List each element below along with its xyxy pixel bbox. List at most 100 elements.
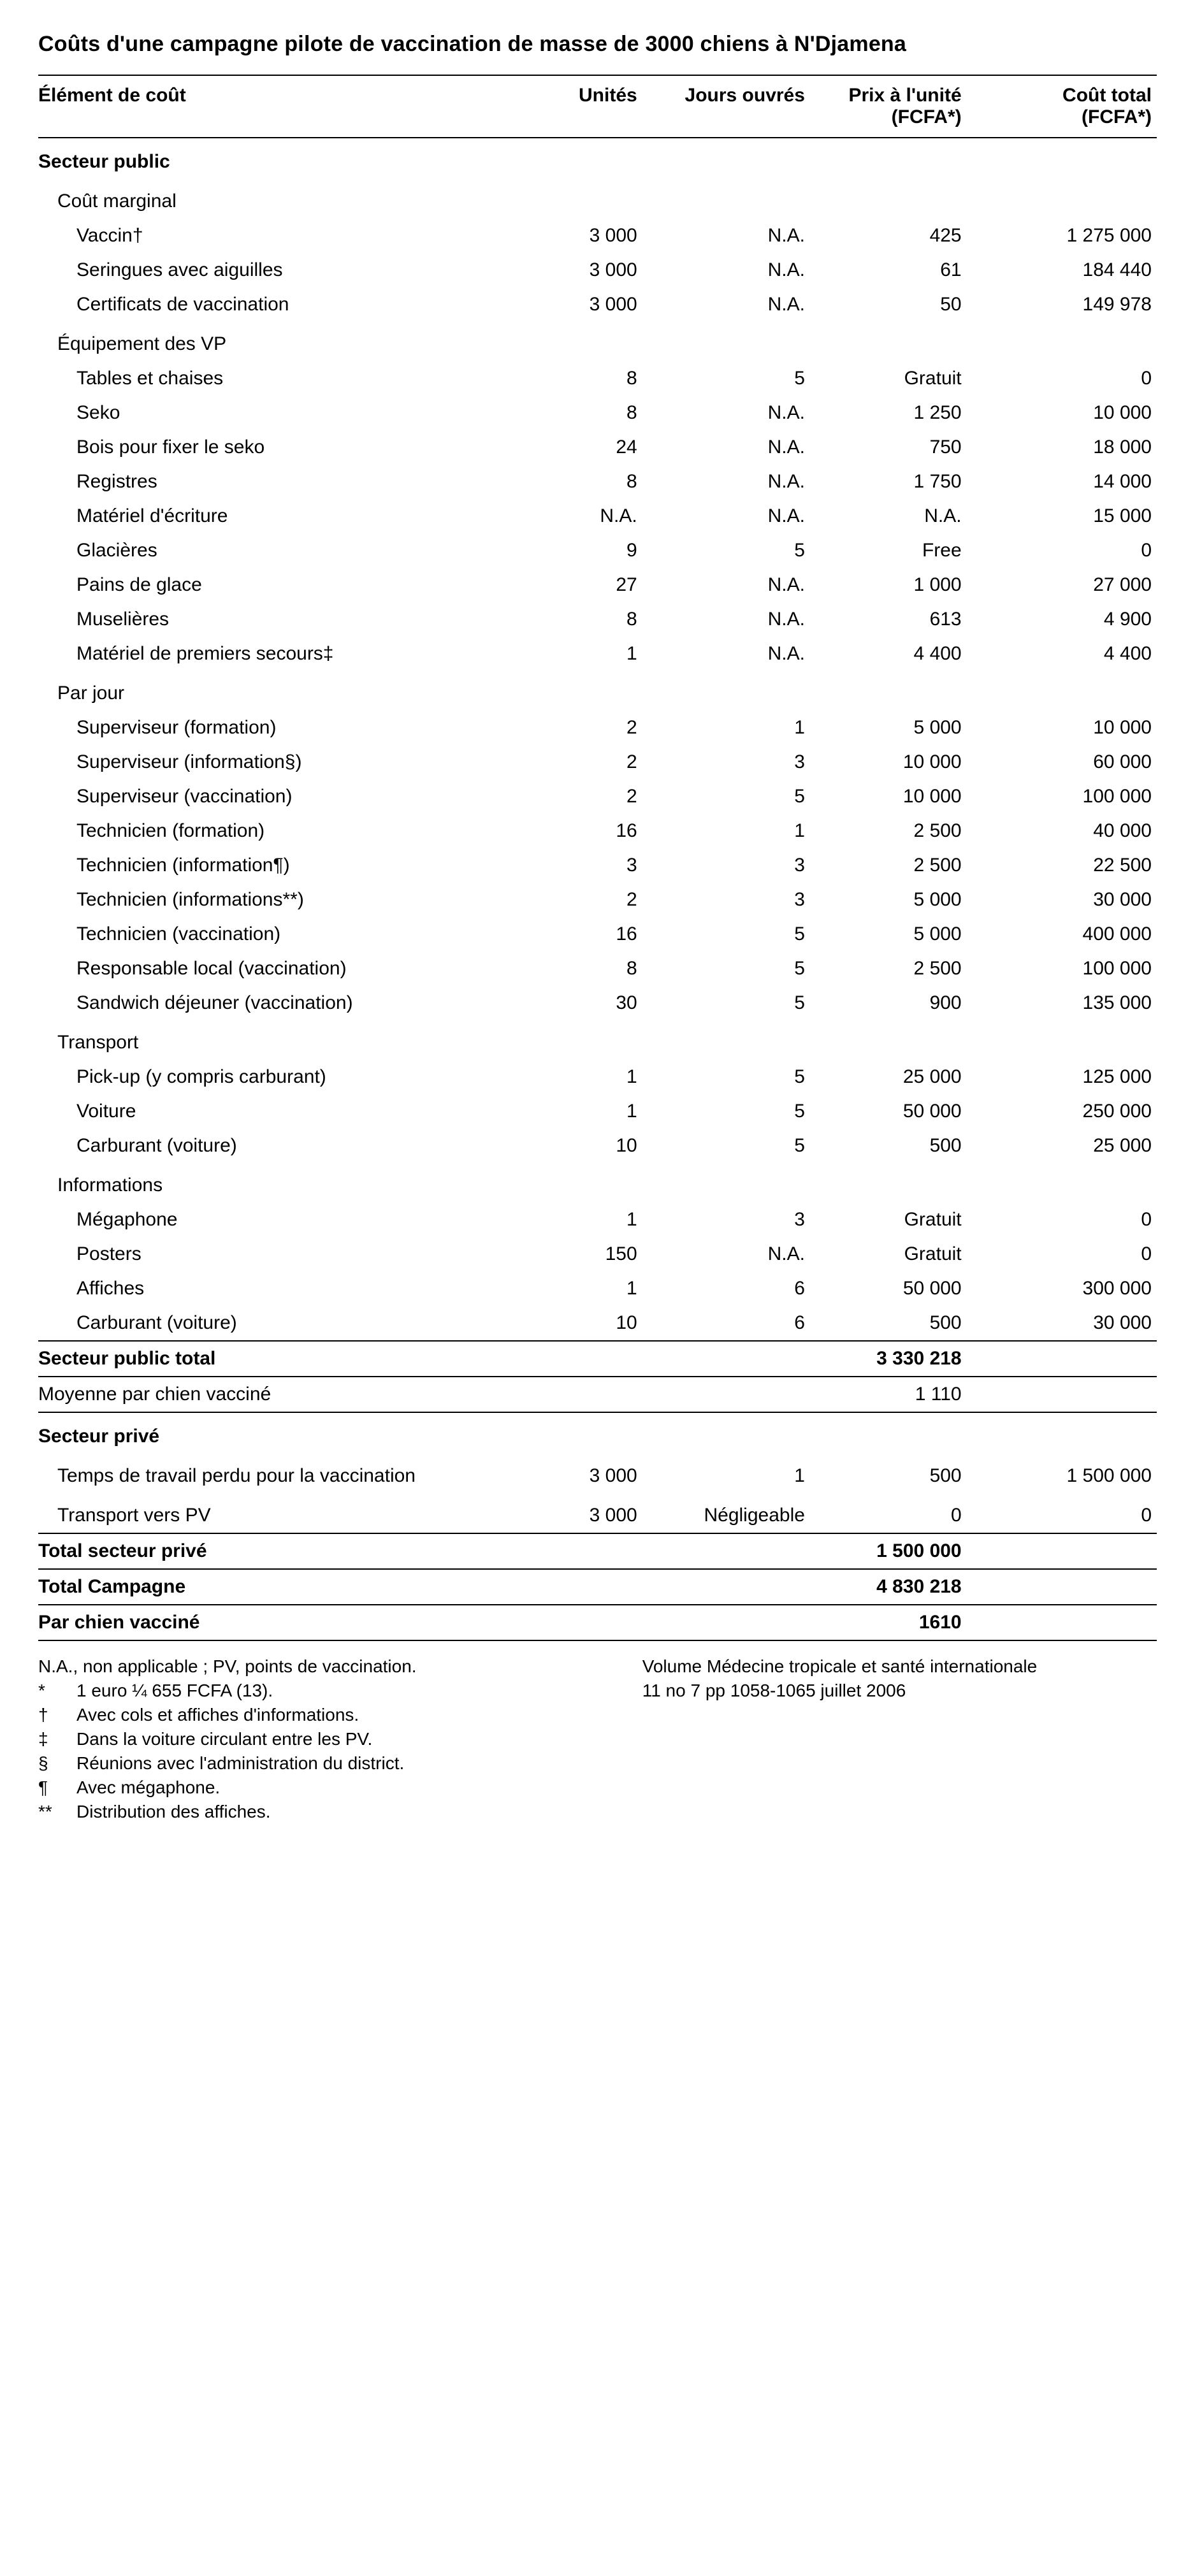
total-price: 1610	[810, 1605, 967, 1640]
item-price: Free	[810, 533, 967, 568]
item-units: 2	[508, 883, 642, 917]
footnote-text: Réunions avec l'administration du distri…	[76, 1753, 404, 1774]
item-label: Technicien (formation)	[38, 814, 508, 848]
item-units: 3 000	[508, 1493, 642, 1533]
item-days: N.A.	[642, 602, 810, 637]
footnote-symbol: §	[38, 1753, 76, 1774]
table-row: Superviseur (vaccination)2510 000100 000	[38, 779, 1157, 814]
table-title: Coûts d'une campagne pilote de vaccinati…	[38, 32, 1157, 57]
total-total	[967, 1377, 1157, 1412]
item-units: 1	[508, 1203, 642, 1237]
table-row: Informations	[38, 1163, 1157, 1203]
item-total: 30 000	[967, 883, 1157, 917]
item-total: 0	[967, 361, 1157, 396]
table-row: Secteur public total3 330 218	[38, 1341, 1157, 1377]
item-total: 22 500	[967, 848, 1157, 883]
table-row: Matériel d'écritureN.A.N.A.N.A.15 000	[38, 499, 1157, 533]
item-units: 1	[508, 1060, 642, 1094]
footnotes: N.A., non applicable ; PV, points de vac…	[38, 1656, 1157, 1826]
item-units: 1	[508, 1271, 642, 1306]
item-units: 16	[508, 917, 642, 952]
item-total: 0	[967, 533, 1157, 568]
item-label: Technicien (vaccination)	[38, 917, 508, 952]
footnote-line: *1 euro ¼ 655 FCFA (13).	[38, 1681, 604, 1701]
table-row: Superviseur (information§)2310 00060 000	[38, 745, 1157, 779]
footnote-line: §Réunions avec l'administration du distr…	[38, 1753, 604, 1774]
item-price: Gratuit	[810, 1237, 967, 1271]
item-units: 3 000	[508, 219, 642, 253]
item-price: 425	[810, 219, 967, 253]
header-row: Élément de coût Unités Jours ouvrés Prix…	[38, 75, 1157, 138]
section-label: Secteur public	[38, 138, 1157, 179]
item-units: 3 000	[508, 253, 642, 287]
item-price: 0	[810, 1493, 967, 1533]
table-row: Moyenne par chien vacciné1 110	[38, 1377, 1157, 1412]
item-units: 1	[508, 1094, 642, 1129]
item-label: Superviseur (vaccination)	[38, 779, 508, 814]
table-row: Technicien (vaccination)1655 000400 000	[38, 917, 1157, 952]
table-row: Total secteur privé1 500 000	[38, 1533, 1157, 1569]
item-total: 30 000	[967, 1306, 1157, 1341]
item-label: Superviseur (formation)	[38, 711, 508, 745]
item-days: 5	[642, 533, 810, 568]
item-label: Mégaphone	[38, 1203, 508, 1237]
item-label: Muselières	[38, 602, 508, 637]
table-row: Par jour	[38, 671, 1157, 711]
item-days: 6	[642, 1271, 810, 1306]
item-total: 10 000	[967, 711, 1157, 745]
item-label: Sandwich déjeuner (vaccination)	[38, 986, 508, 1020]
item-price: 4 400	[810, 637, 967, 671]
footnote-line: ‡Dans la voiture circulant entre les PV.	[38, 1729, 604, 1749]
item-price: N.A.	[810, 499, 967, 533]
footnote-symbol: †	[38, 1705, 76, 1725]
item-total: 4 900	[967, 602, 1157, 637]
footnote-text: Avec mégaphone.	[76, 1777, 220, 1798]
item-label: Technicien (information¶)	[38, 848, 508, 883]
item-price: 50	[810, 287, 967, 322]
table-row: Voiture1550 000250 000	[38, 1094, 1157, 1129]
table-row: Matériel de premiers secours‡1N.A.4 4004…	[38, 637, 1157, 671]
item-days: 1	[642, 814, 810, 848]
item-units: 2	[508, 745, 642, 779]
table-row: Mégaphone13Gratuit0	[38, 1203, 1157, 1237]
item-total: 15 000	[967, 499, 1157, 533]
item-units: 8	[508, 952, 642, 986]
item-label: Vaccin†	[38, 219, 508, 253]
item-price: 5 000	[810, 883, 967, 917]
item-days: 5	[642, 1060, 810, 1094]
item-price: Gratuit	[810, 361, 967, 396]
total-label: Moyenne par chien vacciné	[38, 1377, 810, 1412]
item-units: 8	[508, 602, 642, 637]
item-days: N.A.	[642, 637, 810, 671]
item-units: 9	[508, 533, 642, 568]
item-units: 8	[508, 361, 642, 396]
table-row: Muselières8N.A.6134 900	[38, 602, 1157, 637]
item-price: 613	[810, 602, 967, 637]
table-row: Carburant (voiture)10550025 000	[38, 1129, 1157, 1163]
item-total: 25 000	[967, 1129, 1157, 1163]
footnote-line: ¶Avec mégaphone.	[38, 1777, 604, 1798]
total-label: Total secteur privé	[38, 1533, 810, 1569]
item-price: 61	[810, 253, 967, 287]
item-total: 1 500 000	[967, 1454, 1157, 1493]
item-total: 18 000	[967, 430, 1157, 465]
total-label: Par chien vacciné	[38, 1605, 810, 1640]
item-label: Seringues avec aiguilles	[38, 253, 508, 287]
table-row: Secteur privé	[38, 1412, 1157, 1454]
item-price: 500	[810, 1454, 967, 1493]
total-total	[967, 1341, 1157, 1377]
item-label: Voiture	[38, 1094, 508, 1129]
item-days: 5	[642, 1094, 810, 1129]
total-price: 3 330 218	[810, 1341, 967, 1377]
table-row: Tables et chaises85Gratuit0	[38, 361, 1157, 396]
item-label: Glacières	[38, 533, 508, 568]
item-label: Pains de glace	[38, 568, 508, 602]
item-total: 4 400	[967, 637, 1157, 671]
item-price: Gratuit	[810, 1203, 967, 1237]
item-price: 500	[810, 1306, 967, 1341]
table-row: Carburant (voiture)10650030 000	[38, 1306, 1157, 1341]
item-units: 30	[508, 986, 642, 1020]
item-days: 5	[642, 361, 810, 396]
footnote-symbol: ¶	[38, 1777, 76, 1798]
item-total: 40 000	[967, 814, 1157, 848]
